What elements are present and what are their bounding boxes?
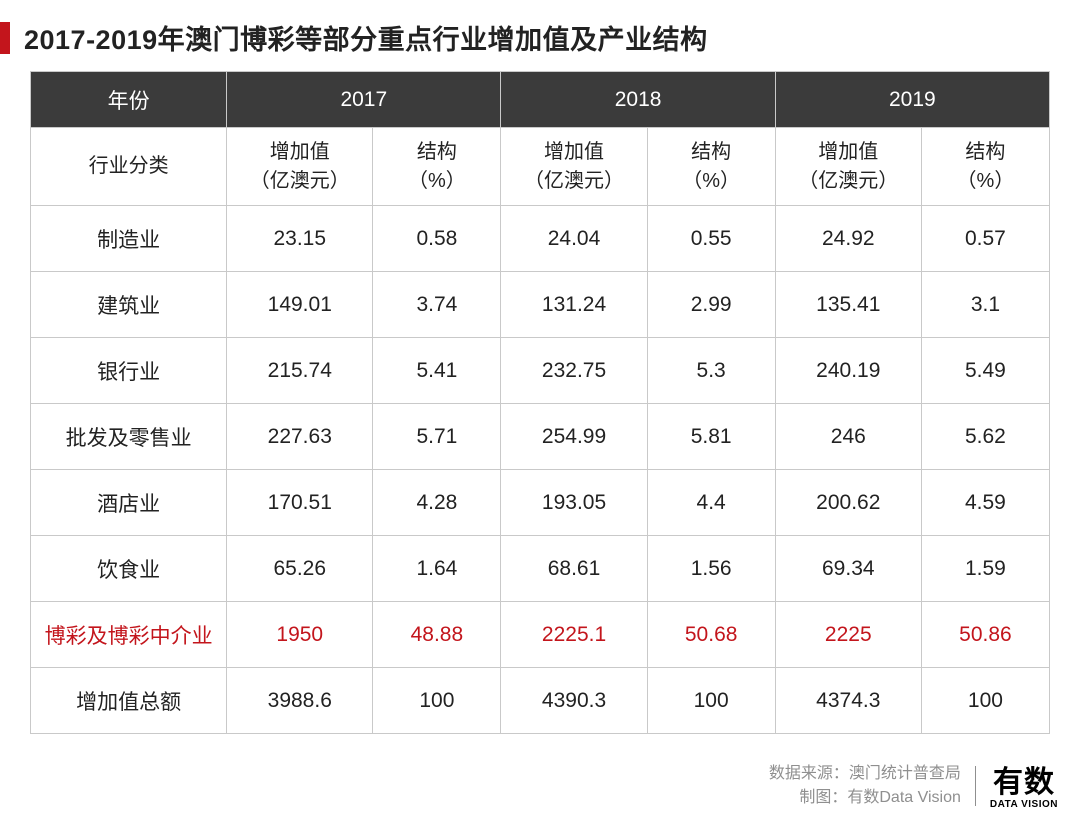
row-p17: 4.28	[373, 470, 501, 536]
header-pct-2018: 结构（%）	[647, 128, 775, 206]
row-v17: 65.26	[227, 536, 373, 602]
table-row: 博彩及博彩中介业195048.882225.150.68222550.86	[31, 602, 1050, 668]
row-v18: 68.61	[501, 536, 647, 602]
row-v19: 2225	[775, 602, 921, 668]
row-v18: 2225.1	[501, 602, 647, 668]
row-p18: 100	[647, 668, 775, 734]
header-year-label: 年份	[31, 72, 227, 128]
row-v17: 23.15	[227, 206, 373, 272]
row-v18: 24.04	[501, 206, 647, 272]
row-v19: 240.19	[775, 338, 921, 404]
brand-logo: 有数 DATA VISION	[990, 768, 1058, 810]
row-v17: 149.01	[227, 272, 373, 338]
header-category-label: 行业分类	[31, 128, 227, 206]
row-p18: 1.56	[647, 536, 775, 602]
row-p17: 48.88	[373, 602, 501, 668]
row-p17: 5.71	[373, 404, 501, 470]
table-row: 酒店业170.514.28193.054.4200.624.59	[31, 470, 1050, 536]
row-v18: 4390.3	[501, 668, 647, 734]
row-v18: 131.24	[501, 272, 647, 338]
row-p18: 4.4	[647, 470, 775, 536]
row-p19: 50.86	[921, 602, 1049, 668]
row-v18: 193.05	[501, 470, 647, 536]
row-category: 批发及零售业	[31, 404, 227, 470]
row-v17: 227.63	[227, 404, 373, 470]
table-row: 制造业23.150.5824.040.5524.920.57	[31, 206, 1050, 272]
row-category: 建筑业	[31, 272, 227, 338]
row-p18: 0.55	[647, 206, 775, 272]
row-category: 博彩及博彩中介业	[31, 602, 227, 668]
table-container: 年份 2017 2018 2019 行业分类 增加值（亿澳元） 结构（%） 增加…	[0, 71, 1080, 734]
row-v17: 170.51	[227, 470, 373, 536]
header-value-2019: 增加值（亿澳元）	[775, 128, 921, 206]
row-v18: 232.75	[501, 338, 647, 404]
row-p17: 3.74	[373, 272, 501, 338]
row-category: 制造业	[31, 206, 227, 272]
row-p17: 5.41	[373, 338, 501, 404]
table-row: 增加值总额3988.61004390.31004374.3100	[31, 668, 1050, 734]
title-accent-mark	[0, 22, 10, 54]
row-category: 增加值总额	[31, 668, 227, 734]
brand-logo-cn: 有数	[993, 768, 1055, 798]
footer: 数据来源：澳门统计普查局 制图：有数Data Vision 有数 DATA VI…	[769, 762, 1058, 810]
footer-separator	[975, 766, 976, 806]
table-row: 建筑业149.013.74131.242.99135.413.1	[31, 272, 1050, 338]
brand-logo-en: DATA VISION	[990, 800, 1058, 810]
row-v17: 3988.6	[227, 668, 373, 734]
row-p19: 1.59	[921, 536, 1049, 602]
industry-table: 年份 2017 2018 2019 行业分类 增加值（亿澳元） 结构（%） 增加…	[30, 71, 1050, 734]
table-row: 饮食业65.261.6468.611.5669.341.59	[31, 536, 1050, 602]
row-v19: 4374.3	[775, 668, 921, 734]
row-category: 饮食业	[31, 536, 227, 602]
row-p19: 4.59	[921, 470, 1049, 536]
row-v19: 246	[775, 404, 921, 470]
header-pct-2017: 结构（%）	[373, 128, 501, 206]
row-p18: 50.68	[647, 602, 775, 668]
row-p18: 2.99	[647, 272, 775, 338]
header-year-2017: 2017	[227, 72, 501, 128]
row-p18: 5.3	[647, 338, 775, 404]
row-v18: 254.99	[501, 404, 647, 470]
row-p19: 5.49	[921, 338, 1049, 404]
row-v17: 1950	[227, 602, 373, 668]
table-body: 制造业23.150.5824.040.5524.920.57建筑业149.013…	[31, 206, 1050, 734]
row-p18: 5.81	[647, 404, 775, 470]
row-p19: 100	[921, 668, 1049, 734]
row-v19: 24.92	[775, 206, 921, 272]
row-p17: 100	[373, 668, 501, 734]
row-v19: 69.34	[775, 536, 921, 602]
row-p17: 0.58	[373, 206, 501, 272]
row-p19: 5.62	[921, 404, 1049, 470]
table-header-sub: 行业分类 增加值（亿澳元） 结构（%） 增加值（亿澳元） 结构（%） 增加值（亿…	[31, 128, 1050, 206]
header-pct-2019: 结构（%）	[921, 128, 1049, 206]
footer-source: 数据来源：澳门统计普查局	[769, 762, 961, 786]
table-header-years: 年份 2017 2018 2019	[31, 72, 1050, 128]
header-year-2019: 2019	[775, 72, 1049, 128]
title-bar: 2017-2019年澳门博彩等部分重点行业增加值及产业结构	[0, 0, 1080, 71]
row-v19: 200.62	[775, 470, 921, 536]
row-category: 酒店业	[31, 470, 227, 536]
footer-maker: 制图：有数Data Vision	[769, 786, 961, 810]
header-value-2018: 增加值（亿澳元）	[501, 128, 647, 206]
row-v19: 135.41	[775, 272, 921, 338]
row-p19: 3.1	[921, 272, 1049, 338]
table-row: 银行业215.745.41232.755.3240.195.49	[31, 338, 1050, 404]
page-title: 2017-2019年澳门博彩等部分重点行业增加值及产业结构	[24, 18, 708, 57]
footer-text: 数据来源：澳门统计普查局 制图：有数Data Vision	[769, 762, 961, 810]
header-year-2018: 2018	[501, 72, 775, 128]
row-p19: 0.57	[921, 206, 1049, 272]
row-v17: 215.74	[227, 338, 373, 404]
table-row: 批发及零售业227.635.71254.995.812465.62	[31, 404, 1050, 470]
row-p17: 1.64	[373, 536, 501, 602]
header-value-2017: 增加值（亿澳元）	[227, 128, 373, 206]
row-category: 银行业	[31, 338, 227, 404]
